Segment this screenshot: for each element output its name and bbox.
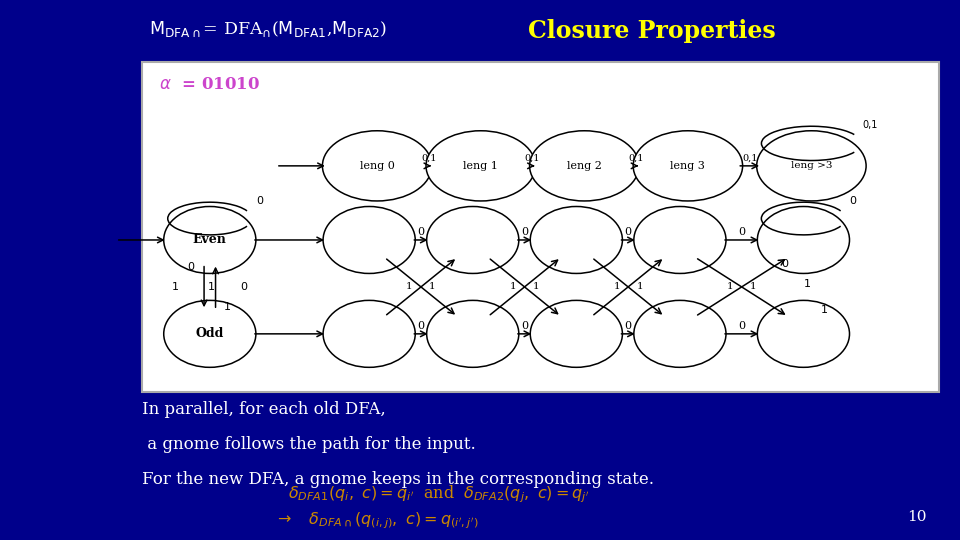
Ellipse shape [426, 131, 536, 201]
Ellipse shape [634, 131, 743, 201]
Text: leng 0: leng 0 [360, 161, 395, 171]
Ellipse shape [756, 131, 866, 201]
Text: 0: 0 [241, 282, 248, 292]
Text: Odd: Odd [196, 327, 224, 340]
Ellipse shape [164, 206, 256, 273]
Text: 0: 0 [521, 227, 528, 237]
Text: 0: 0 [625, 227, 632, 237]
Ellipse shape [757, 206, 850, 273]
Text: $\mathrm{M_{DFA\cap}}$= DFA$_{\cap}$($\mathrm{M_{DFA1}}$,$\mathrm{M_{DFA2}}$): $\mathrm{M_{DFA\cap}}$= DFA$_{\cap}$($\m… [149, 19, 387, 39]
Text: 0: 0 [850, 196, 856, 206]
Text: 1: 1 [224, 302, 230, 312]
Text: 0: 0 [418, 321, 424, 331]
Ellipse shape [634, 206, 726, 273]
Text: 0,1: 0,1 [525, 154, 540, 163]
Text: 1: 1 [510, 282, 516, 292]
Text: 1: 1 [172, 282, 179, 292]
Text: 0,1: 0,1 [742, 154, 757, 163]
Text: 1: 1 [208, 282, 215, 292]
Text: $\rightarrow$   $\delta_{DFA\cap}(q_{(i,j)},\ c) = q_{(i',j')}$: $\rightarrow$ $\delta_{DFA\cap}(q_{(i,j)… [274, 510, 478, 531]
Ellipse shape [324, 300, 416, 367]
Text: For the new DFA, a gnome keeps in the corresponding state.: For the new DFA, a gnome keeps in the co… [142, 471, 654, 488]
Text: leng >3: leng >3 [791, 161, 832, 170]
Text: leng 3: leng 3 [670, 161, 706, 171]
Ellipse shape [164, 300, 256, 367]
Text: $\alpha$  = 01010: $\alpha$ = 01010 [159, 76, 260, 92]
Ellipse shape [634, 300, 726, 367]
Ellipse shape [530, 206, 622, 273]
Text: 10: 10 [907, 510, 926, 524]
Ellipse shape [323, 131, 432, 201]
Text: 0: 0 [738, 321, 745, 331]
Text: 0: 0 [521, 321, 528, 331]
Text: leng 1: leng 1 [464, 161, 498, 171]
Text: 0: 0 [187, 262, 194, 272]
Ellipse shape [426, 206, 518, 273]
Text: 1: 1 [533, 282, 540, 292]
Text: 1: 1 [613, 282, 620, 292]
Text: 1: 1 [727, 282, 733, 292]
Ellipse shape [530, 300, 622, 367]
Text: 0: 0 [418, 227, 424, 237]
Ellipse shape [324, 206, 416, 273]
Text: 0: 0 [738, 227, 745, 237]
Text: 1: 1 [821, 305, 828, 315]
Text: leng 2: leng 2 [566, 161, 602, 171]
Text: $\delta_{DFA1}(q_i,\ c) = q_{i'}$  and  $\delta_{DFA2}(q_j,\ c) = q_{j'}$: $\delta_{DFA1}(q_i,\ c) = q_{i'}$ and $\… [288, 483, 589, 505]
Text: a gnome follows the path for the input.: a gnome follows the path for the input. [142, 436, 476, 453]
Ellipse shape [757, 300, 850, 367]
Text: 0,1: 0,1 [629, 154, 644, 163]
Text: 0: 0 [256, 196, 263, 206]
Text: 1: 1 [429, 282, 436, 292]
Text: 0: 0 [625, 321, 632, 331]
Text: 1: 1 [636, 282, 643, 292]
Text: 0,1: 0,1 [421, 154, 437, 163]
Text: Closure Properties: Closure Properties [528, 19, 776, 43]
Ellipse shape [426, 300, 518, 367]
Text: 1: 1 [750, 282, 756, 292]
Text: In parallel, for each old DFA,: In parallel, for each old DFA, [142, 401, 386, 418]
FancyBboxPatch shape [142, 62, 939, 392]
Text: 0: 0 [780, 259, 788, 269]
Text: 1: 1 [406, 282, 413, 292]
Ellipse shape [530, 131, 639, 201]
Text: 0,1: 0,1 [863, 120, 878, 130]
Text: Even: Even [193, 233, 227, 246]
Text: 1: 1 [804, 279, 811, 288]
